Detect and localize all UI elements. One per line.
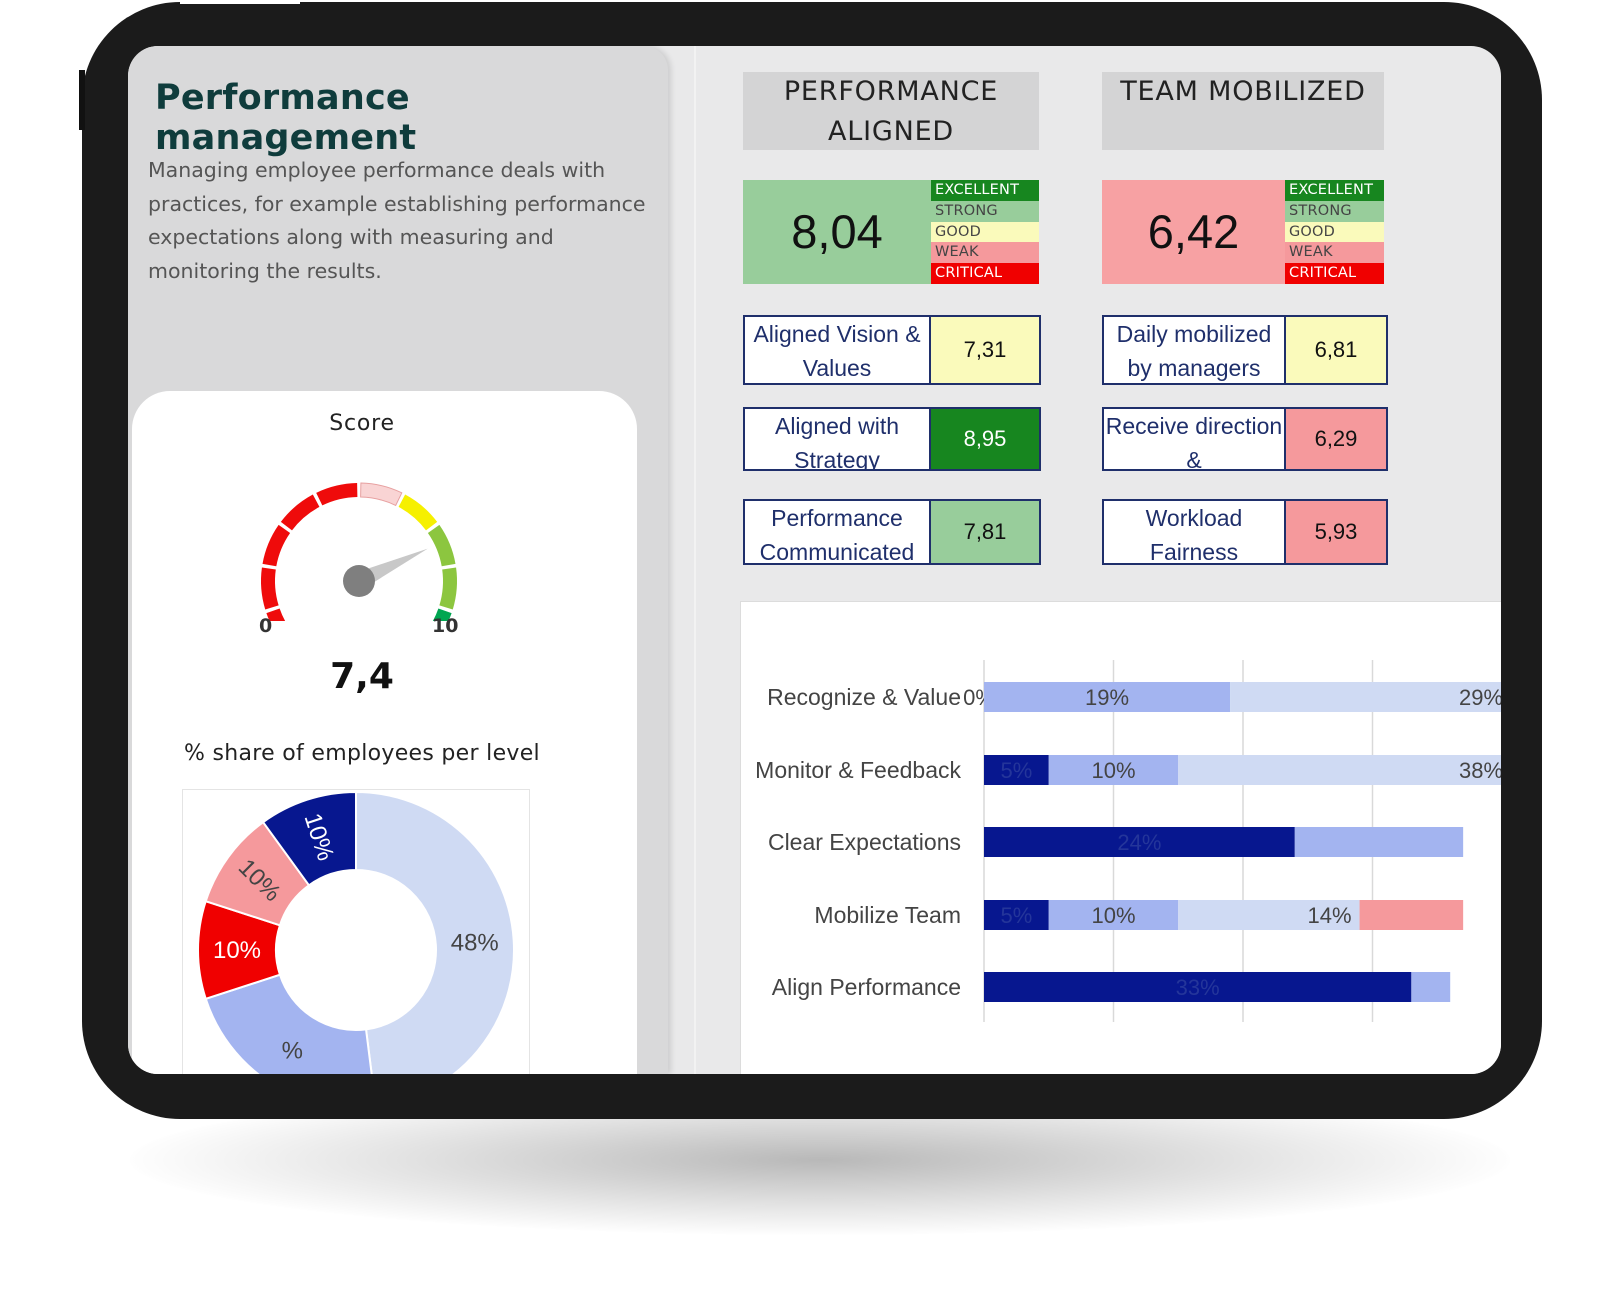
metric-aligned-vision-values: Aligned Vision & Values 7,31 <box>743 315 1041 385</box>
kpi-score-value: 6,42 <box>1147 205 1240 258</box>
panel-divider <box>694 46 696 1074</box>
side-button <box>79 70 85 130</box>
metric-value: 6,81 <box>1286 317 1386 383</box>
bar-category-label: Clear Expectations <box>768 829 961 855</box>
gauge-segment <box>316 483 358 506</box>
level-weak: WEAK <box>1285 242 1384 264</box>
bar-data-label: 10% <box>1091 758 1135 783</box>
bar-category-label: Mobilize Team <box>814 902 961 928</box>
gauge-segment <box>261 567 279 610</box>
score-gauge <box>261 482 457 621</box>
bar-data-label: 38% <box>1459 758 1501 783</box>
donut-slice <box>261 790 357 887</box>
level-critical: CRITICAL <box>931 263 1039 284</box>
donut-slice-label: 48% <box>451 930 499 957</box>
bar-segment <box>1359 900 1464 930</box>
page-description: Managing employee performance deals with… <box>148 158 646 283</box>
bar-segment <box>1178 755 1501 785</box>
metric-value: 7,31 <box>931 317 1039 383</box>
score-title: Score <box>329 411 395 436</box>
stacked-bar-chart-panel: Recognize & Value 0% 19% 29% Monitor & Feedb… <box>740 601 1501 1074</box>
gauge-needle-hub <box>343 565 375 597</box>
metric-value: 8,95 <box>931 409 1039 469</box>
level-strong: STRONG <box>931 200 1039 222</box>
bar-segment <box>1230 682 1501 712</box>
metric-value: 7,81 <box>931 501 1039 563</box>
metric-workload-fairness: Workload Fairness 5,93 <box>1102 499 1388 565</box>
gauge-segment <box>360 482 403 507</box>
bar-data-label: 24% <box>1117 830 1161 855</box>
metric-label: Aligned with Strategy <box>745 409 931 469</box>
level-weak: WEAK <box>931 242 1039 264</box>
metric-value: 5,93 <box>1286 501 1386 563</box>
gauge-segment <box>427 524 456 567</box>
bar-category-label: Align Performance <box>772 974 961 1000</box>
level-critical: CRITICAL <box>1285 263 1384 284</box>
bar-segment <box>1178 900 1360 930</box>
metric-value: 6,29 <box>1286 409 1386 469</box>
level-scale: EXCELLENT STRONG GOOD WEAK CRITICAL <box>1285 180 1384 284</box>
kpi-header-team-mobilized: TEAM MOBILIZED <box>1102 72 1384 150</box>
bar-segment <box>984 900 1049 930</box>
page-title: Performance management <box>155 78 417 158</box>
kpi-score-performance-aligned: 8,04 EXCELLENT STRONG GOOD WEAK CRITICAL <box>743 180 1039 284</box>
bar-data-label: 33% <box>1176 975 1220 1000</box>
share-donut-chart: 48%%10%10%10% <box>197 790 515 1074</box>
gauge-segment <box>432 608 452 621</box>
donut-slice-label: 10% <box>213 937 261 964</box>
metric-receive-direction: Receive direction & 6,29 <box>1102 407 1388 471</box>
kpi-score-team-mobilized: 6,42 EXCELLENT STRONG GOOD WEAK CRITICAL <box>1102 180 1384 284</box>
metric-label: Receive direction & <box>1104 409 1286 469</box>
kpi-header-performance-aligned: PERFORMANCE ALIGNED <box>743 72 1039 150</box>
bar-data-label: 14% <box>1308 903 1352 928</box>
donut-slice <box>355 790 515 1074</box>
gauge-segment <box>266 608 286 621</box>
gauge-segment <box>262 524 291 567</box>
gauge-segment <box>280 494 320 531</box>
level-good: GOOD <box>931 221 1039 243</box>
metric-daily-mobilized: Daily mobilized by managers 6,81 <box>1102 315 1388 385</box>
level-excellent: EXCELLENT <box>1285 180 1384 201</box>
gauge-min-label: 0 <box>259 615 273 637</box>
gauge-max-label: 10 <box>432 615 459 637</box>
bar-segment <box>984 682 1231 712</box>
share-title: % share of employees per level <box>184 741 540 766</box>
kpi-score-value: 8,04 <box>791 205 883 258</box>
level-scale: EXCELLENT STRONG GOOD WEAK CRITICAL <box>931 180 1039 284</box>
bar-segment <box>1048 755 1179 785</box>
gauge-segment <box>439 567 457 610</box>
level-good: GOOD <box>1285 221 1384 243</box>
level-strong: STRONG <box>1285 200 1384 222</box>
level-excellent: EXCELLENT <box>931 180 1039 201</box>
bar-data-label: 29% <box>1459 685 1501 710</box>
donut-slice-label: % <box>282 1037 303 1064</box>
donut-chart-frame: 48%% 10% 10% 10% <box>182 789 530 1074</box>
bar-data-label: 5% <box>1000 903 1032 928</box>
stacked-bar-chart: Recognize & Value 0% 19% 29%Monitor & Feedb… <box>755 660 1501 1022</box>
left-panel: Performance management Managing employee… <box>128 46 668 1074</box>
metric-label: Workload Fairness <box>1104 501 1286 563</box>
bar-segment <box>984 755 1049 785</box>
bar-category-label: Recognize & Value <box>767 684 961 710</box>
dashboard-screen: Performance management Managing employee… <box>128 46 1501 1074</box>
gauge-segment <box>398 494 438 531</box>
bar-data-label: 5% <box>1000 758 1032 783</box>
bar-segment <box>1294 827 1464 857</box>
bar-segment <box>984 827 1295 857</box>
donut-slice <box>204 973 373 1074</box>
score-card: Score 0 10 7,4 % share of employees per … <box>132 391 637 1074</box>
metric-aligned-strategy: Aligned with Strategy 8,95 <box>743 407 1041 471</box>
bar-data-label: 10% <box>1091 903 1135 928</box>
metric-label: Performance Communicated <box>745 501 931 563</box>
bar-segment <box>984 972 1412 1002</box>
bar-category-label: Monitor & Feedback <box>755 757 961 783</box>
bar-data-label: 19% <box>1085 685 1129 710</box>
frame-notch <box>180 0 300 4</box>
bar-segment <box>1048 900 1179 930</box>
metric-label: Daily mobilized by managers <box>1104 317 1286 383</box>
metric-performance-communicated: Performance Communicated 7,81 <box>743 499 1041 565</box>
gauge-value: 7,4 <box>330 656 394 697</box>
bar-segment <box>1411 972 1451 1002</box>
metric-label: Aligned Vision & Values <box>745 317 931 383</box>
